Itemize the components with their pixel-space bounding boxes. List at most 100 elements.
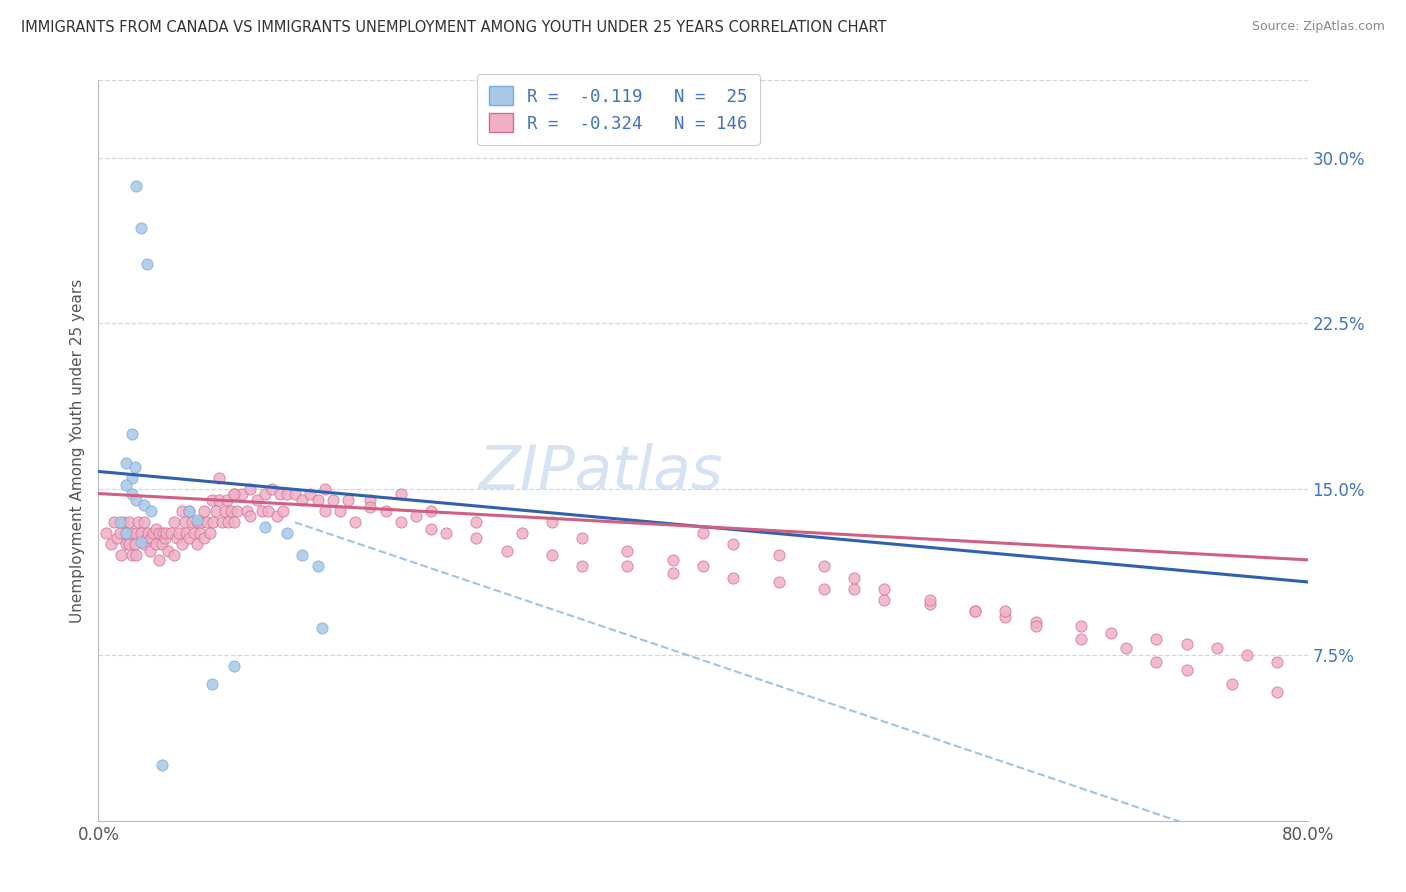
Point bbox=[1070, 619, 1092, 633]
Point bbox=[1024, 615, 1046, 629]
Point bbox=[114, 537, 136, 551]
Point bbox=[208, 493, 231, 508]
Point bbox=[269, 486, 291, 500]
Point bbox=[510, 526, 533, 541]
Point bbox=[208, 471, 231, 485]
Point bbox=[873, 592, 896, 607]
Point bbox=[571, 559, 593, 574]
Point bbox=[190, 516, 212, 530]
Point bbox=[94, 526, 117, 541]
Point bbox=[179, 504, 201, 518]
Point bbox=[179, 531, 201, 545]
Point bbox=[174, 526, 197, 541]
Point bbox=[314, 504, 336, 518]
Point bbox=[166, 531, 188, 545]
Point bbox=[616, 544, 638, 558]
Point bbox=[156, 544, 179, 558]
Point bbox=[193, 531, 215, 545]
Point bbox=[276, 526, 298, 541]
Y-axis label: Unemployment Among Youth under 25 years: Unemployment Among Youth under 25 years bbox=[69, 278, 84, 623]
Point bbox=[994, 610, 1017, 624]
Point bbox=[114, 526, 136, 541]
Point bbox=[768, 549, 790, 563]
Point bbox=[132, 537, 155, 551]
Point bbox=[307, 493, 329, 508]
Point bbox=[201, 493, 224, 508]
Point bbox=[141, 504, 163, 518]
Point bbox=[276, 486, 298, 500]
Point bbox=[108, 516, 131, 530]
Point bbox=[183, 526, 205, 541]
Point bbox=[124, 537, 146, 551]
Point bbox=[153, 531, 176, 545]
Point bbox=[195, 516, 218, 530]
Point bbox=[262, 482, 284, 496]
Point bbox=[167, 526, 190, 541]
Point bbox=[111, 516, 134, 530]
Point bbox=[139, 544, 162, 558]
Point bbox=[121, 471, 143, 485]
Point bbox=[205, 504, 228, 518]
Point bbox=[1267, 655, 1289, 669]
Point bbox=[253, 486, 276, 500]
Point bbox=[465, 516, 488, 530]
Point bbox=[145, 537, 167, 551]
Point bbox=[1206, 641, 1229, 656]
Point bbox=[110, 549, 132, 563]
Point bbox=[271, 504, 294, 518]
Point bbox=[129, 526, 152, 541]
Point bbox=[965, 604, 987, 618]
Point bbox=[465, 531, 488, 545]
Point bbox=[844, 582, 866, 596]
Point bbox=[813, 582, 835, 596]
Point bbox=[1115, 641, 1137, 656]
Point bbox=[873, 582, 896, 596]
Point bbox=[344, 516, 367, 530]
Point bbox=[125, 179, 148, 194]
Point bbox=[1144, 655, 1167, 669]
Point bbox=[235, 504, 257, 518]
Point bbox=[965, 604, 987, 618]
Point bbox=[188, 526, 211, 541]
Point bbox=[253, 519, 276, 533]
Point bbox=[224, 659, 246, 673]
Point bbox=[1220, 676, 1243, 690]
Point bbox=[389, 486, 412, 500]
Point bbox=[125, 549, 148, 563]
Point bbox=[135, 531, 157, 545]
Point bbox=[291, 549, 314, 563]
Point bbox=[105, 531, 128, 545]
Point bbox=[540, 549, 562, 563]
Point bbox=[118, 537, 141, 551]
Point bbox=[132, 516, 155, 530]
Point bbox=[127, 516, 149, 530]
Point bbox=[121, 486, 143, 500]
Point bbox=[132, 498, 155, 512]
Point bbox=[360, 493, 382, 508]
Point bbox=[374, 504, 396, 518]
Point bbox=[170, 504, 193, 518]
Point bbox=[723, 570, 745, 584]
Point bbox=[692, 526, 714, 541]
Point bbox=[114, 456, 136, 470]
Point bbox=[221, 504, 243, 518]
Point bbox=[256, 504, 278, 518]
Point bbox=[186, 537, 208, 551]
Point bbox=[150, 758, 173, 772]
Point bbox=[405, 508, 427, 523]
Point bbox=[1070, 632, 1092, 647]
Point bbox=[211, 516, 233, 530]
Point bbox=[307, 559, 329, 574]
Point bbox=[616, 559, 638, 574]
Point bbox=[299, 486, 322, 500]
Point bbox=[813, 559, 835, 574]
Point bbox=[768, 574, 790, 589]
Point bbox=[291, 493, 314, 508]
Text: IMMIGRANTS FROM CANADA VS IMMIGRANTS UNEMPLOYMENT AMONG YOUTH UNDER 25 YEARS COR: IMMIGRANTS FROM CANADA VS IMMIGRANTS UNE… bbox=[21, 20, 887, 35]
Point bbox=[148, 553, 170, 567]
Point bbox=[201, 676, 224, 690]
Point bbox=[250, 504, 273, 518]
Point bbox=[434, 526, 457, 541]
Point bbox=[226, 504, 249, 518]
Point bbox=[186, 513, 208, 527]
